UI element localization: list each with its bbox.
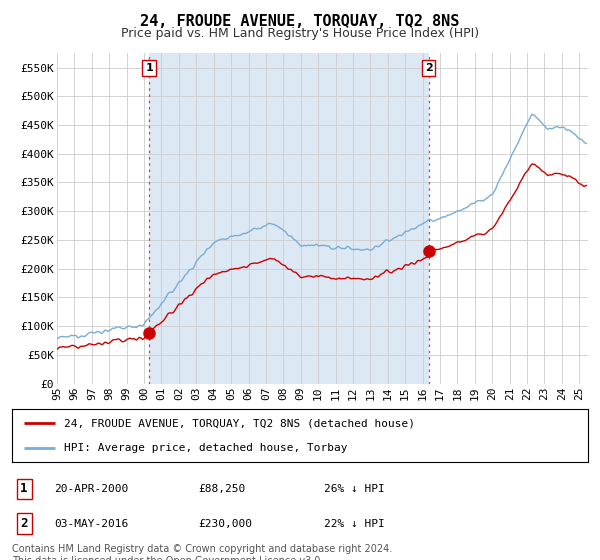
- Text: 24, FROUDE AVENUE, TORQUAY, TQ2 8NS (detached house): 24, FROUDE AVENUE, TORQUAY, TQ2 8NS (det…: [64, 418, 415, 428]
- Text: £88,250: £88,250: [198, 484, 245, 494]
- Text: 20-APR-2000: 20-APR-2000: [54, 484, 128, 494]
- Text: HPI: Average price, detached house, Torbay: HPI: Average price, detached house, Torb…: [64, 442, 347, 452]
- Text: £230,000: £230,000: [198, 519, 252, 529]
- Text: 1: 1: [20, 482, 28, 496]
- Text: 03-MAY-2016: 03-MAY-2016: [54, 519, 128, 529]
- Bar: [149, 53, 428, 384]
- Text: 26% ↓ HPI: 26% ↓ HPI: [324, 484, 385, 494]
- Text: Contains HM Land Registry data © Crown copyright and database right 2024.
This d: Contains HM Land Registry data © Crown c…: [12, 544, 392, 560]
- Text: 1: 1: [145, 63, 153, 73]
- Text: 2: 2: [20, 517, 28, 530]
- Text: 22% ↓ HPI: 22% ↓ HPI: [324, 519, 385, 529]
- Text: 2: 2: [425, 63, 433, 73]
- Text: Price paid vs. HM Land Registry's House Price Index (HPI): Price paid vs. HM Land Registry's House …: [121, 27, 479, 40]
- Text: 24, FROUDE AVENUE, TORQUAY, TQ2 8NS: 24, FROUDE AVENUE, TORQUAY, TQ2 8NS: [140, 14, 460, 29]
